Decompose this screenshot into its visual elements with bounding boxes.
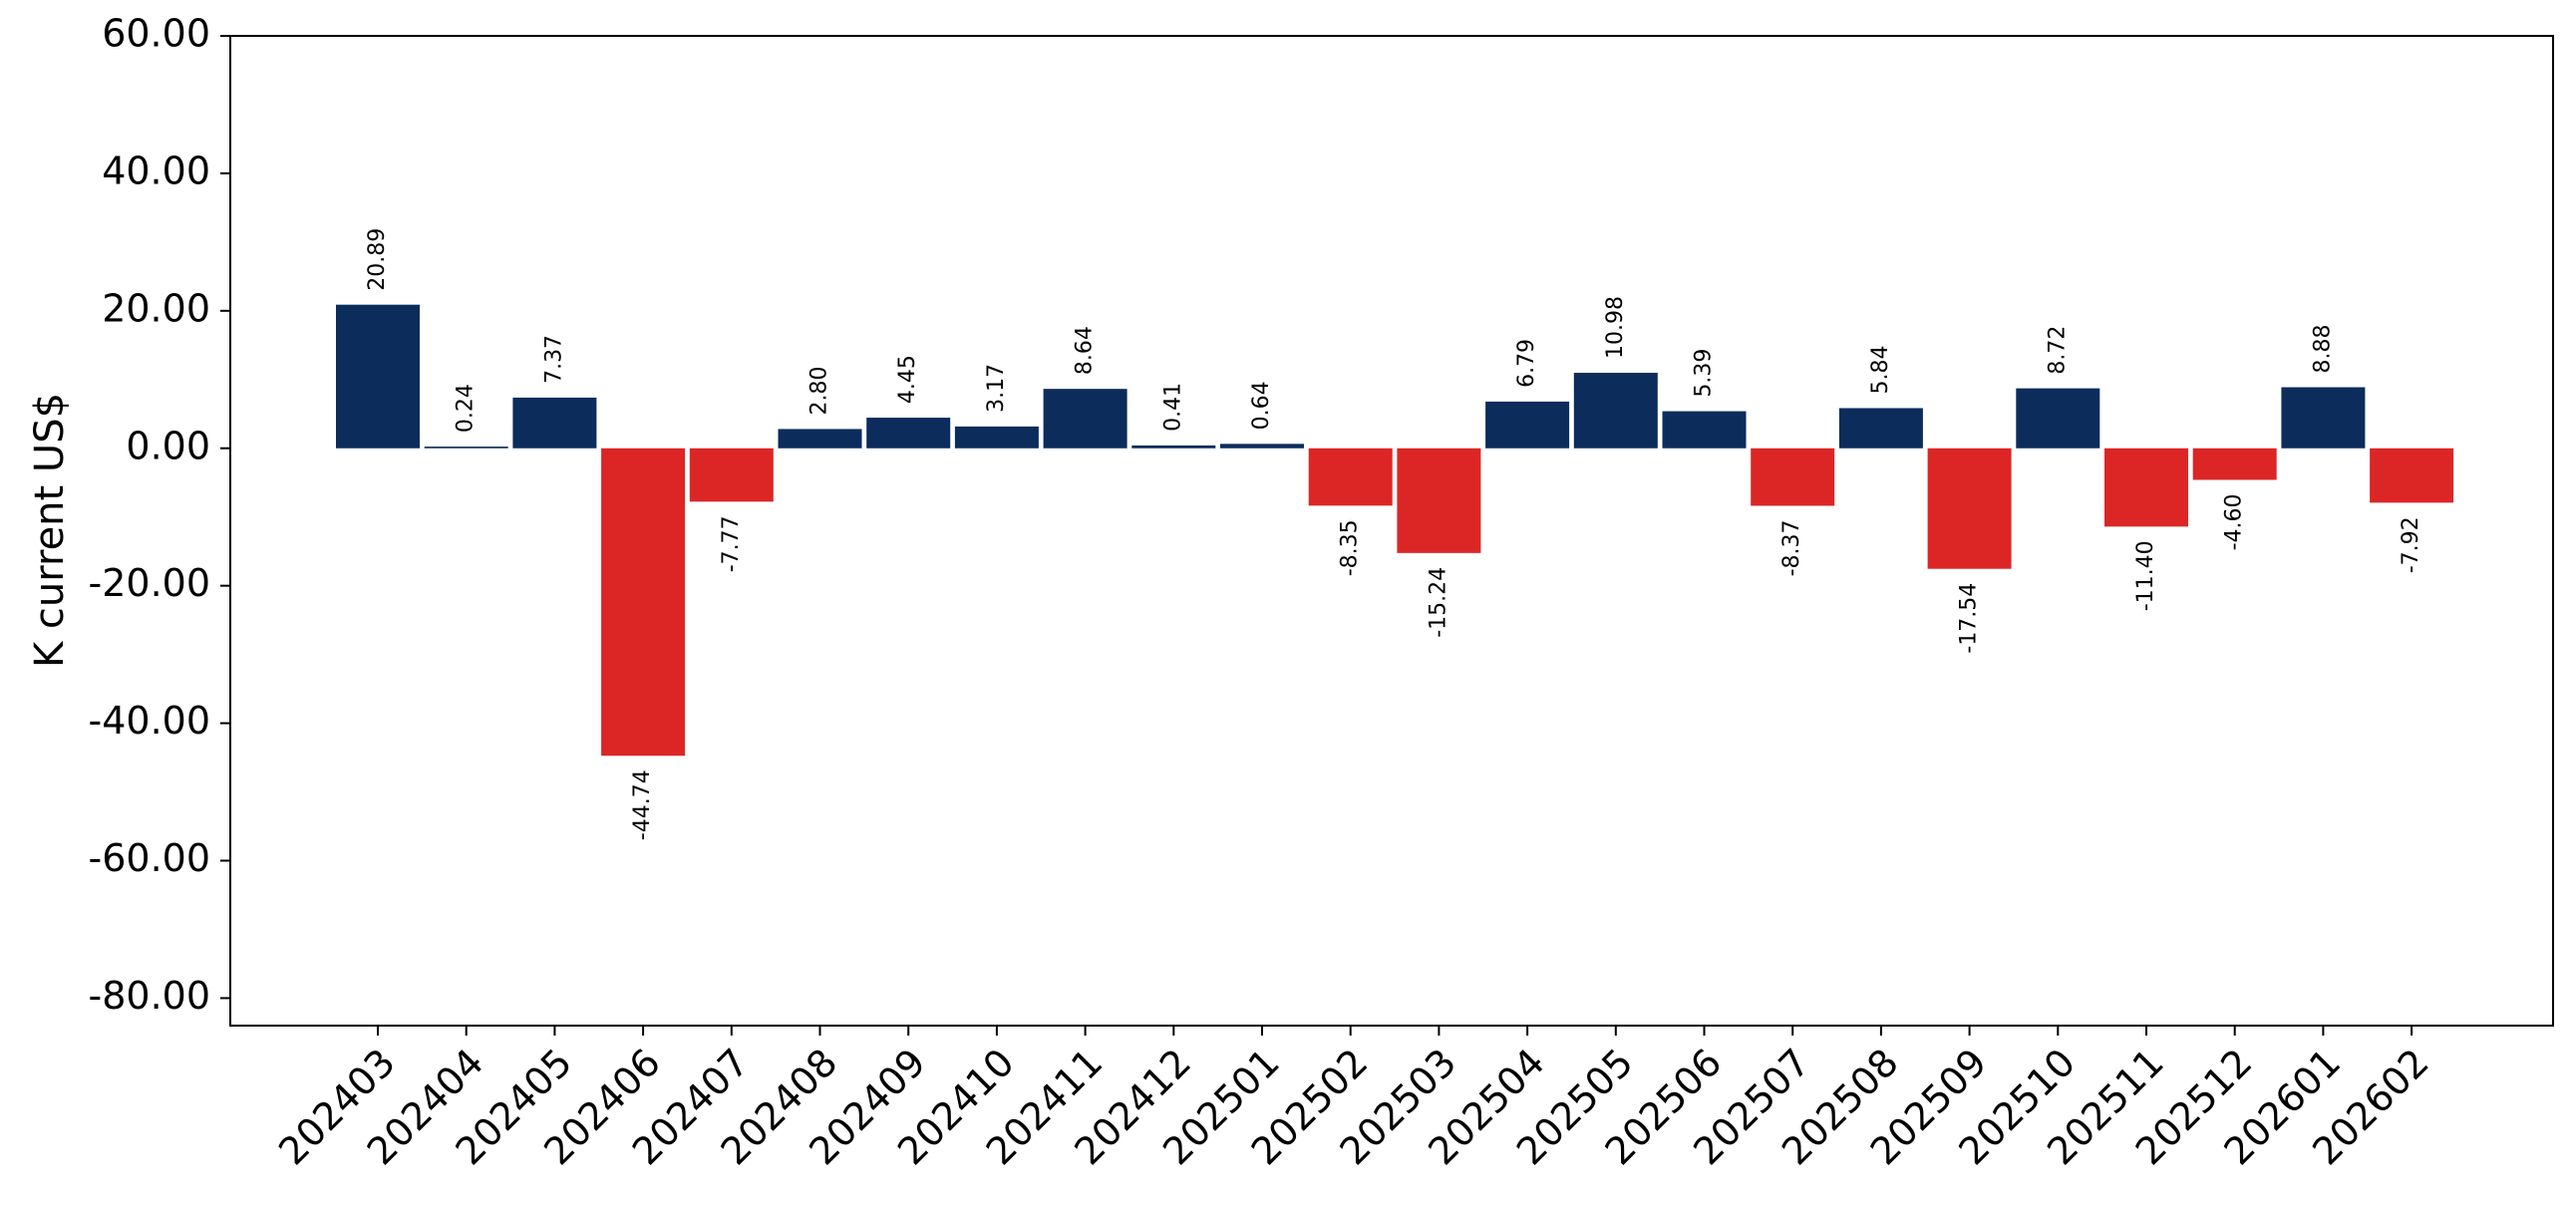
bar-202512 [2192, 448, 2277, 480]
bar-202403 [336, 304, 420, 449]
bar-202504 [1485, 401, 1570, 449]
bar-202505 [1573, 373, 1658, 449]
bar-202601 [2281, 387, 2366, 449]
y-tick-label: -40.00 [89, 699, 211, 743]
data-label-202407: -7.77 [719, 515, 744, 572]
y-tick-label: -60.00 [89, 836, 211, 880]
y-axis: 60.00 40.00 20.00 0.00 -20.00 -40.00 -60.00 -80… [89, 12, 230, 1018]
bar-202410 [954, 426, 1039, 449]
data-label-202506: 5.39 [1692, 349, 1717, 398]
y-tick-label: 40.00 [102, 149, 210, 192]
y-tick-label: 60.00 [102, 12, 210, 56]
data-label-202412: 0.41 [1160, 383, 1185, 432]
y-tick-label: 20.00 [102, 286, 210, 330]
bar-202510 [2016, 388, 2100, 449]
data-label-202408: 2.80 [807, 366, 832, 415]
data-label-202409: 4.45 [895, 355, 920, 404]
bar-202408 [778, 429, 862, 449]
data-label-202601: 8.88 [2310, 325, 2335, 374]
bar-202409 [866, 418, 951, 449]
data-label-202507: -8.37 [1779, 519, 1804, 576]
data-label-202403: 20.89 [365, 228, 390, 291]
bar-202502 [1308, 448, 1393, 506]
data-label-202510: 8.72 [2045, 326, 2070, 375]
data-label-202501: 0.64 [1249, 381, 1274, 430]
data-label-202511: -11.40 [2133, 540, 2158, 611]
bar-202404 [424, 447, 508, 449]
bars-group [336, 304, 2454, 756]
y-tick-label: -20.00 [89, 561, 211, 605]
data-label-202505: 10.98 [1603, 296, 1628, 359]
x-axis: 2024032024042024052024062024072024082024… [270, 1026, 2437, 1173]
data-label-202504: 6.79 [1514, 339, 1539, 388]
bar-202503 [1397, 448, 1481, 553]
bar-202602 [2370, 448, 2454, 503]
data-label-202406: -44.74 [630, 769, 655, 840]
data-label-202503: -15.24 [1426, 567, 1450, 638]
bar-202511 [2104, 448, 2188, 527]
bar-202501 [1220, 444, 1304, 449]
data-label-202509: -17.54 [1957, 583, 1982, 654]
bar-202507 [1751, 448, 1835, 506]
plot-frame [229, 35, 2554, 1027]
data-label-202405: 7.37 [541, 335, 566, 384]
y-axis-title: K current US$ [27, 393, 73, 668]
y-tick-label: -80.00 [89, 974, 211, 1018]
bar-202405 [512, 397, 597, 449]
data-label-202602: -7.92 [2399, 516, 2423, 573]
data-labels-group: 20.89 0.24 7.37 -44.74 -7.77 2.80 4.45 3.17 8.64… [365, 228, 2423, 840]
bar-202506 [1662, 411, 1747, 449]
bar-202509 [1927, 448, 2012, 569]
data-label-202411: 8.64 [1073, 326, 1098, 375]
data-label-202410: 3.17 [984, 364, 1009, 413]
data-label-202404: 0.24 [454, 384, 479, 433]
bar-202412 [1131, 445, 1216, 449]
bar-202406 [601, 448, 686, 756]
bar-202411 [1043, 389, 1127, 449]
bar-202407 [689, 448, 774, 502]
y-tick-label: 0.00 [126, 424, 210, 467]
data-label-202512: -4.60 [2222, 493, 2247, 550]
data-label-202508: 5.84 [1868, 345, 1893, 394]
bar-202508 [1838, 408, 1923, 449]
data-label-202502: -8.35 [1338, 519, 1363, 576]
